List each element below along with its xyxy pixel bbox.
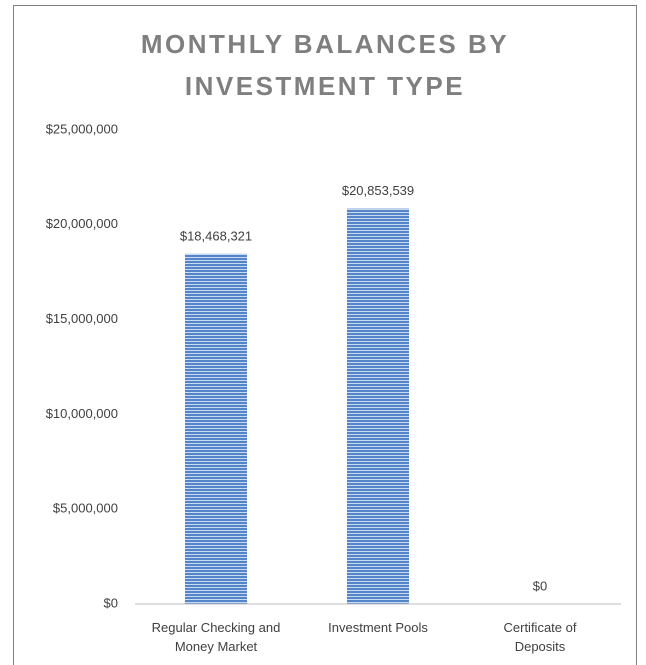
y-tick-label: $25,000,000: [46, 121, 118, 136]
chart-title: MONTHLY BALANCES BY INVESTMENT TYPE: [141, 29, 509, 101]
value-label: $0: [533, 578, 547, 593]
chart-frame: [13, 5, 637, 665]
x-tick-label: Investment Pools: [328, 620, 428, 635]
y-tick-label: $5,000,000: [53, 501, 118, 516]
x-tick-label: Certificate of Deposits: [504, 620, 577, 654]
y-tick-label: $15,000,000: [46, 311, 118, 326]
y-tick-label: $10,000,000: [46, 406, 118, 421]
y-tick-label: $20,000,000: [46, 216, 118, 231]
value-label: $20,853,539: [342, 183, 414, 198]
bar: [347, 208, 409, 605]
y-tick-label: $0: [104, 595, 118, 610]
bar: [185, 253, 247, 604]
x-tick-label: Regular Checking and Money Market: [152, 620, 281, 654]
value-label: $18,468,321: [180, 228, 252, 243]
